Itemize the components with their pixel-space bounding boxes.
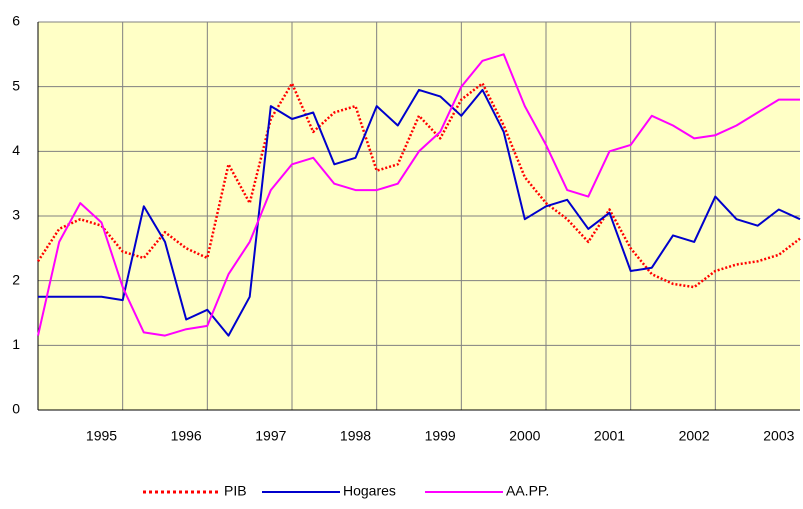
x-tick-label: 1997 xyxy=(255,428,286,444)
y-tick-label: 0 xyxy=(12,401,20,417)
legend-label: PIB xyxy=(224,483,247,499)
y-tick-label: 2 xyxy=(12,271,20,287)
y-tick-label: 5 xyxy=(12,77,20,93)
y-tick-label: 6 xyxy=(12,13,20,29)
series-line xyxy=(37,53,800,337)
x-tick-label: 1998 xyxy=(340,428,371,444)
x-tick-label: 1995 xyxy=(86,428,117,444)
x-tick-label: 2002 xyxy=(679,428,710,444)
y-tick-label: 4 xyxy=(12,142,20,158)
x-tick-label: 2000 xyxy=(509,428,540,444)
x-tick-label: 1999 xyxy=(425,428,456,444)
series-line xyxy=(38,88,801,337)
y-tick-label: 1 xyxy=(12,336,20,352)
y-tick-label: 3 xyxy=(12,207,20,223)
x-tick-label: 1996 xyxy=(171,428,202,444)
x-tick-label: 2001 xyxy=(594,428,625,444)
legend-label: AA.PP. xyxy=(506,483,549,499)
x-tick-label: 2003 xyxy=(763,428,794,444)
legend-label: Hogares xyxy=(343,483,396,499)
series-line xyxy=(36,82,801,289)
